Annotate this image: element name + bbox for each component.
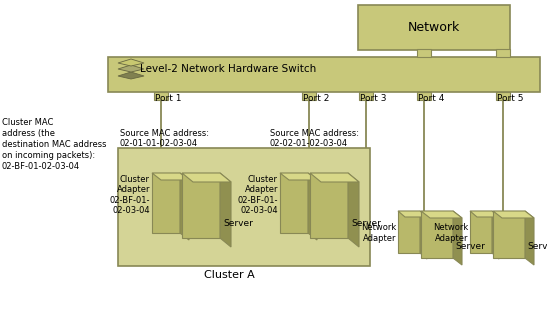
Text: Source MAC address:
02-01-01-02-03-04: Source MAC address: 02-01-01-02-03-04 xyxy=(120,128,209,148)
Polygon shape xyxy=(453,211,462,265)
Text: Server: Server xyxy=(351,219,381,228)
Polygon shape xyxy=(118,59,144,66)
Text: Port 4: Port 4 xyxy=(418,94,444,103)
Polygon shape xyxy=(182,173,231,182)
Text: Port 3: Port 3 xyxy=(360,94,387,103)
Polygon shape xyxy=(310,173,359,182)
Polygon shape xyxy=(280,173,308,233)
Polygon shape xyxy=(348,173,359,247)
Text: Port 1: Port 1 xyxy=(155,94,182,103)
Polygon shape xyxy=(470,211,492,253)
Polygon shape xyxy=(152,173,189,180)
Polygon shape xyxy=(280,173,317,180)
Polygon shape xyxy=(398,211,427,217)
Text: Server: Server xyxy=(527,242,547,251)
Bar xyxy=(417,92,431,100)
Polygon shape xyxy=(493,211,525,258)
Text: Network
Adapter: Network Adapter xyxy=(433,223,468,243)
Polygon shape xyxy=(420,211,427,259)
Bar xyxy=(154,92,168,100)
Bar xyxy=(417,49,431,57)
Polygon shape xyxy=(220,173,231,247)
Polygon shape xyxy=(492,211,499,259)
Bar xyxy=(496,49,510,57)
Polygon shape xyxy=(152,173,180,233)
Polygon shape xyxy=(421,211,453,258)
Text: Port 2: Port 2 xyxy=(303,94,329,103)
Text: Server: Server xyxy=(223,219,253,228)
Polygon shape xyxy=(470,211,499,217)
Polygon shape xyxy=(525,211,534,265)
Polygon shape xyxy=(421,211,462,218)
Bar xyxy=(359,92,373,100)
Polygon shape xyxy=(118,65,144,72)
Bar xyxy=(118,148,370,266)
Bar xyxy=(496,92,510,100)
Text: Cluster
Adapter
02-BF-01-
02-03-04: Cluster Adapter 02-BF-01- 02-03-04 xyxy=(237,175,278,215)
Polygon shape xyxy=(118,72,144,79)
Polygon shape xyxy=(180,173,189,240)
Text: Network: Network xyxy=(408,21,460,34)
Polygon shape xyxy=(182,173,220,238)
Text: Network
Adapter: Network Adapter xyxy=(361,223,396,243)
Polygon shape xyxy=(310,173,348,238)
Text: Port 5: Port 5 xyxy=(497,94,523,103)
Polygon shape xyxy=(308,173,317,240)
Bar xyxy=(108,57,540,92)
Bar xyxy=(302,92,316,100)
Bar xyxy=(358,5,510,50)
Text: Source MAC address:
02-02-01-02-03-04: Source MAC address: 02-02-01-02-03-04 xyxy=(270,128,359,148)
Polygon shape xyxy=(398,211,420,253)
Text: Cluster A: Cluster A xyxy=(203,270,254,280)
Text: Server: Server xyxy=(455,242,485,251)
Text: Level-2 Network Hardware Switch: Level-2 Network Hardware Switch xyxy=(140,64,316,74)
Polygon shape xyxy=(493,211,534,218)
Text: Cluster
Adapter
02-BF-01-
02-03-04: Cluster Adapter 02-BF-01- 02-03-04 xyxy=(109,175,150,215)
Text: Cluster MAC
address (the
destination MAC address
on incoming packets):
02-BF-01-: Cluster MAC address (the destination MAC… xyxy=(2,118,107,171)
